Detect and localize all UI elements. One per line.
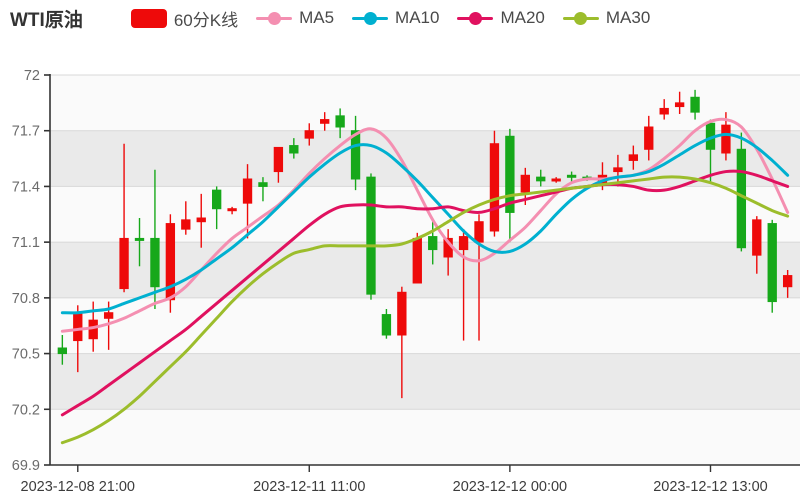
legend-swatch-line <box>457 10 494 26</box>
ma-line-ma5 <box>60 117 790 333</box>
candle-body <box>150 237 160 288</box>
candle-body <box>505 135 515 213</box>
candle-body <box>566 174 577 178</box>
legend-swatch-kline <box>130 8 167 28</box>
candle-body <box>366 176 376 295</box>
candle-body <box>212 189 222 210</box>
ma-line-ma20 <box>60 169 790 417</box>
candle-body <box>474 221 484 243</box>
legend-label: MA5 <box>299 8 335 27</box>
candle-body <box>551 178 561 182</box>
legend-item-ma5[interactable]: MA5 <box>256 8 334 28</box>
legend-swatch-line <box>256 10 293 26</box>
legend-item-kline[interactable]: 60分K线 <box>130 6 239 31</box>
candle-body <box>273 146 284 173</box>
candle-body <box>103 312 114 319</box>
candle-body <box>181 219 191 230</box>
candle-body <box>350 130 361 180</box>
legend-label: MA20 <box>500 8 545 27</box>
candle-body <box>304 130 314 139</box>
candle-body <box>458 236 469 251</box>
y-axis-label: 69.9 <box>12 458 40 474</box>
candle-body <box>412 237 422 284</box>
x-axis-label: 2023-12-12 13:00 <box>653 479 768 495</box>
legend-label: 60分K线 <box>173 10 239 30</box>
candle-body <box>644 126 654 150</box>
candle-body <box>721 124 731 154</box>
ma-line-ma30 <box>60 175 790 445</box>
candle-body <box>628 154 639 161</box>
legend-label: MA30 <box>605 8 651 27</box>
candle-body <box>613 167 623 173</box>
candle-body <box>428 236 438 251</box>
candle-body <box>335 115 345 128</box>
candle-body <box>674 102 685 108</box>
legend-item-ma10[interactable]: MA10 <box>352 8 439 28</box>
candle-body <box>520 174 530 193</box>
candle-body <box>227 208 237 212</box>
candle-body <box>73 312 83 342</box>
page-title: WTI原油 <box>10 9 83 31</box>
y-axis-label: 71.7 <box>12 124 40 140</box>
candle-body <box>165 223 176 301</box>
candle-body <box>782 275 793 288</box>
y-axis-label: 70.8 <box>12 291 40 307</box>
candle-body <box>397 291 407 336</box>
candle-body <box>767 223 777 303</box>
legend-label: MA10 <box>395 8 440 27</box>
y-axis-label: 71.4 <box>12 179 40 195</box>
chart-header: WTI原油 60分K线 MA5 MA10 MA20 MA30 <box>0 0 800 36</box>
candle-body <box>752 219 762 256</box>
candle-body <box>381 314 392 336</box>
plot-content <box>57 89 793 445</box>
candle-body <box>119 237 129 290</box>
legend-swatch-line <box>562 10 599 26</box>
candle-body <box>196 217 206 223</box>
grid-band <box>50 297 800 354</box>
y-axis-label: 71.1 <box>12 235 40 251</box>
chart-legend[interactable]: 60分K线 MA5 MA10 MA20 MA30 <box>130 6 668 31</box>
legend-item-ma30[interactable]: MA30 <box>562 8 651 28</box>
grid-band <box>50 409 800 465</box>
candle-body <box>690 96 700 113</box>
grid-band <box>50 353 800 410</box>
candle-body <box>289 145 299 154</box>
candle-body <box>536 176 546 182</box>
candle-body <box>659 107 669 115</box>
y-axis-label: 70.2 <box>12 402 40 418</box>
candle-body <box>57 347 68 355</box>
y-axis-label: 72 <box>24 68 40 84</box>
legend-swatch-line <box>352 10 389 26</box>
grid-band <box>50 75 800 131</box>
candle-body <box>242 178 253 204</box>
legend-item-ma20[interactable]: MA20 <box>457 8 545 28</box>
candle-body <box>320 119 330 124</box>
candle-body <box>258 182 268 187</box>
x-axis-label: 2023-12-12 00:00 <box>453 479 568 495</box>
x-axis-label: 2023-12-08 21:00 <box>21 479 136 495</box>
y-axis-label: 70.5 <box>12 347 40 363</box>
candle-body <box>134 237 145 241</box>
x-axis-label: 2023-12-11 11:00 <box>253 479 365 495</box>
ma-line-ma10 <box>60 132 790 315</box>
candle-body <box>489 143 500 232</box>
